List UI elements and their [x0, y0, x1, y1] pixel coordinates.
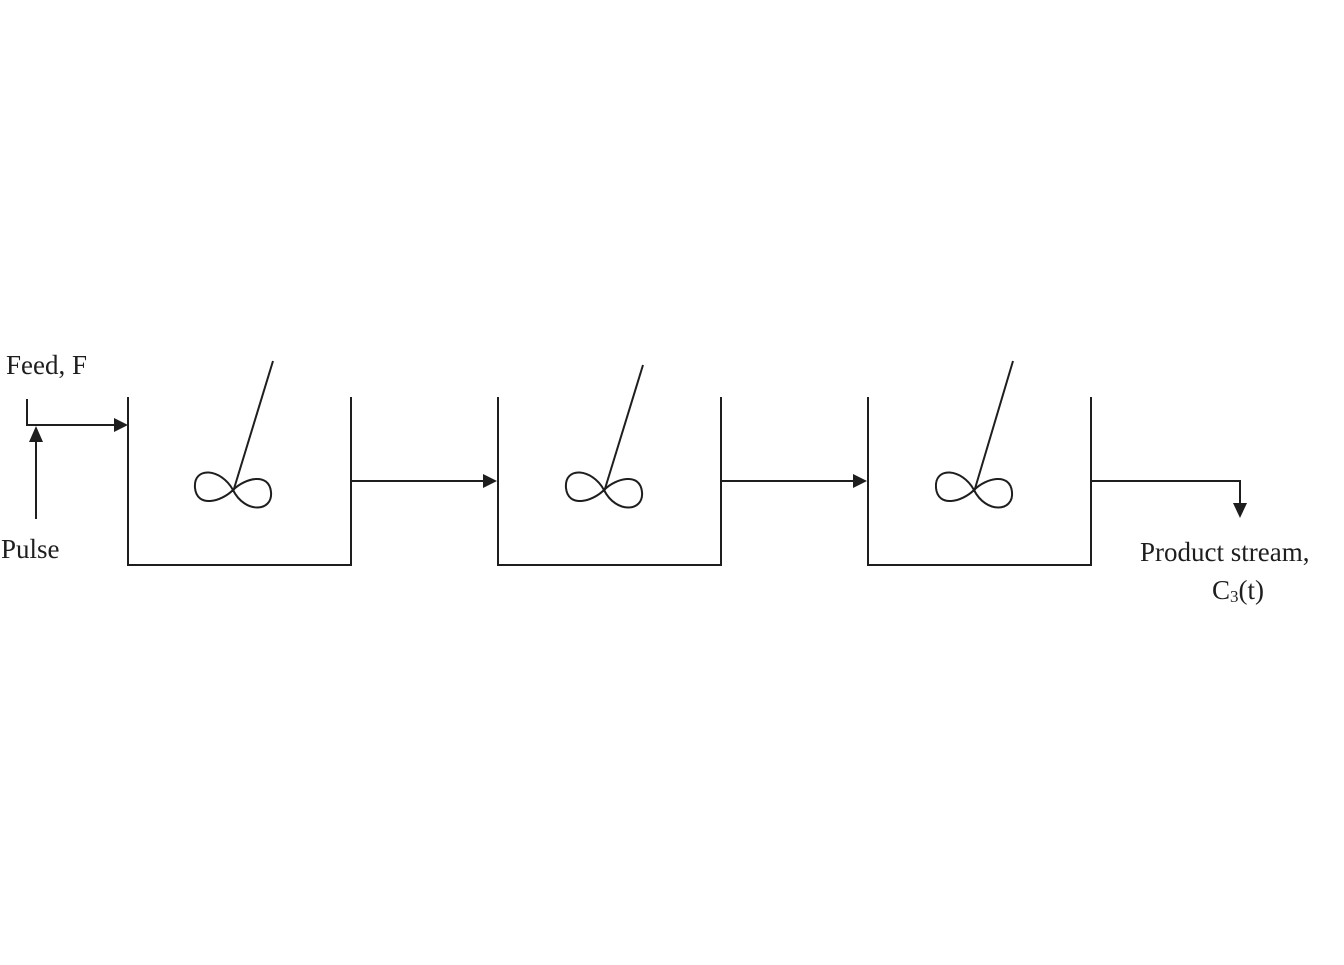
product-concentration-label: C3(t) [1212, 575, 1264, 606]
concentration-subscript: 3 [1230, 587, 1239, 606]
product-stream-label: Product stream, [1140, 537, 1310, 567]
tank-1-agitator-shaft [232, 360, 274, 493]
tank-2-impeller-icon [564, 471, 644, 509]
product-arrowhead [1233, 503, 1247, 518]
tank-2 [497, 364, 722, 566]
tank-1 [127, 360, 352, 566]
concentration-symbol: C [1212, 575, 1231, 605]
tank-2-vessel [497, 397, 722, 566]
tank-1-vessel [127, 397, 352, 566]
feed-inlet-line [26, 399, 116, 426]
feed-arrowhead [114, 418, 128, 432]
concentration-time: (t) [1238, 575, 1264, 605]
pulse-label: Pulse [1, 534, 60, 564]
tank-3-vessel [867, 397, 1092, 566]
connector-1-2-arrowhead [483, 474, 497, 488]
tank-2-agitator-shaft [603, 364, 644, 493]
tank-1-impeller-icon [193, 471, 273, 509]
pulse-arrowhead [29, 426, 43, 442]
tank-3 [867, 360, 1092, 566]
tank-3-agitator-shaft [973, 360, 1014, 493]
connector-2-3-arrowhead [853, 474, 867, 488]
feed-label: Feed, F [6, 350, 87, 380]
tank-3-impeller-icon [934, 471, 1014, 509]
product-outlet-line [1091, 480, 1241, 505]
